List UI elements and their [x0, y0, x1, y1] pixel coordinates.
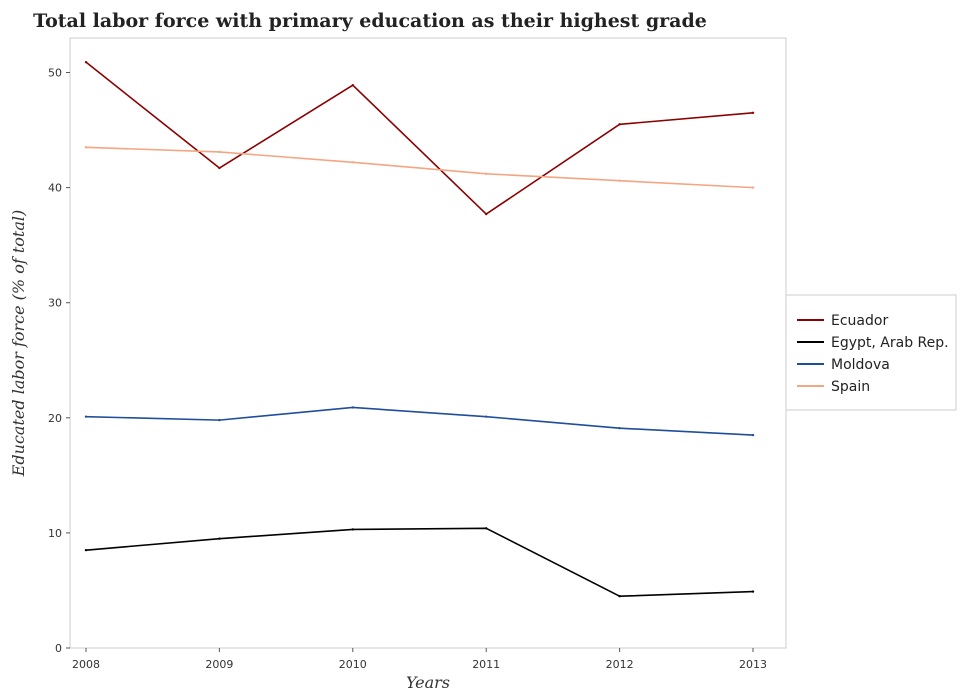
- data-point-spain: [351, 161, 354, 164]
- data-point-spain: [751, 186, 755, 189]
- legend-box: [785, 294, 957, 411]
- legend-label-moldova: Moldova: [831, 357, 890, 373]
- y-axis-label: Educated labor force (% of total): [9, 210, 28, 478]
- y-tick-label: 10: [48, 527, 62, 540]
- data-point-moldova: [485, 415, 488, 418]
- series-line-moldova: [85, 406, 754, 436]
- series-line-spain: [85, 146, 754, 189]
- data-point-ecuador: [751, 111, 755, 115]
- data-point-spain: [84, 146, 88, 149]
- data-point-egypt-arab-rep: [618, 595, 621, 598]
- plot-area: [69, 37, 787, 649]
- data-point-ecuador: [84, 60, 88, 64]
- data-point-egypt-arab-rep: [351, 528, 354, 531]
- y-tick-label: 0: [55, 642, 62, 655]
- data-point-egypt-arab-rep: [485, 527, 488, 530]
- legend-label-egypt-arab-rep: Egypt, Arab Rep.: [831, 335, 949, 351]
- legend-label-spain: Spain: [831, 379, 870, 395]
- data-point-egypt-arab-rep: [218, 537, 221, 540]
- x-axis-label: Years: [406, 673, 450, 692]
- data-point-moldova: [218, 418, 221, 422]
- x-tick-label: 2009: [205, 658, 233, 671]
- y-tick-label: 40: [48, 182, 62, 195]
- series-line-egypt-arab-rep: [85, 527, 754, 598]
- x-tick-label: 2008: [72, 658, 100, 671]
- data-point-ecuador: [351, 83, 354, 87]
- data-point-moldova: [351, 406, 354, 409]
- data-point-egypt-arab-rep: [751, 590, 755, 593]
- legend: Ecuador Egypt, Arab Rep. Moldova Spain: [785, 294, 957, 411]
- x-tick-label: 2012: [606, 658, 634, 671]
- y-tick-label: 20: [48, 412, 62, 425]
- x-tick-label: 2010: [339, 658, 367, 671]
- data-point-ecuador: [618, 123, 621, 126]
- x-tick-label: 2013: [739, 658, 767, 671]
- series-layer: [84, 60, 755, 598]
- chart-title: Total labor force with primary education…: [33, 10, 707, 32]
- data-point-moldova: [618, 426, 621, 430]
- data-point-ecuador: [218, 166, 221, 170]
- data-point-spain: [485, 172, 488, 176]
- y-tick-label: 50: [48, 67, 62, 80]
- data-point-spain: [218, 150, 221, 154]
- x-tick-label: 2011: [472, 658, 500, 671]
- y-tick-label: 30: [48, 297, 62, 310]
- data-point-spain: [618, 179, 621, 182]
- data-point-moldova: [751, 433, 755, 437]
- y-axis: 0 10 20 30 40 50: [48, 67, 70, 655]
- data-point-moldova: [84, 415, 88, 418]
- data-point-egypt-arab-rep: [84, 548, 88, 552]
- legend-label-ecuador: Ecuador: [831, 313, 888, 329]
- x-axis: 2008 2009 2010 2011 2012 2013: [72, 648, 767, 671]
- data-point-ecuador: [485, 212, 488, 216]
